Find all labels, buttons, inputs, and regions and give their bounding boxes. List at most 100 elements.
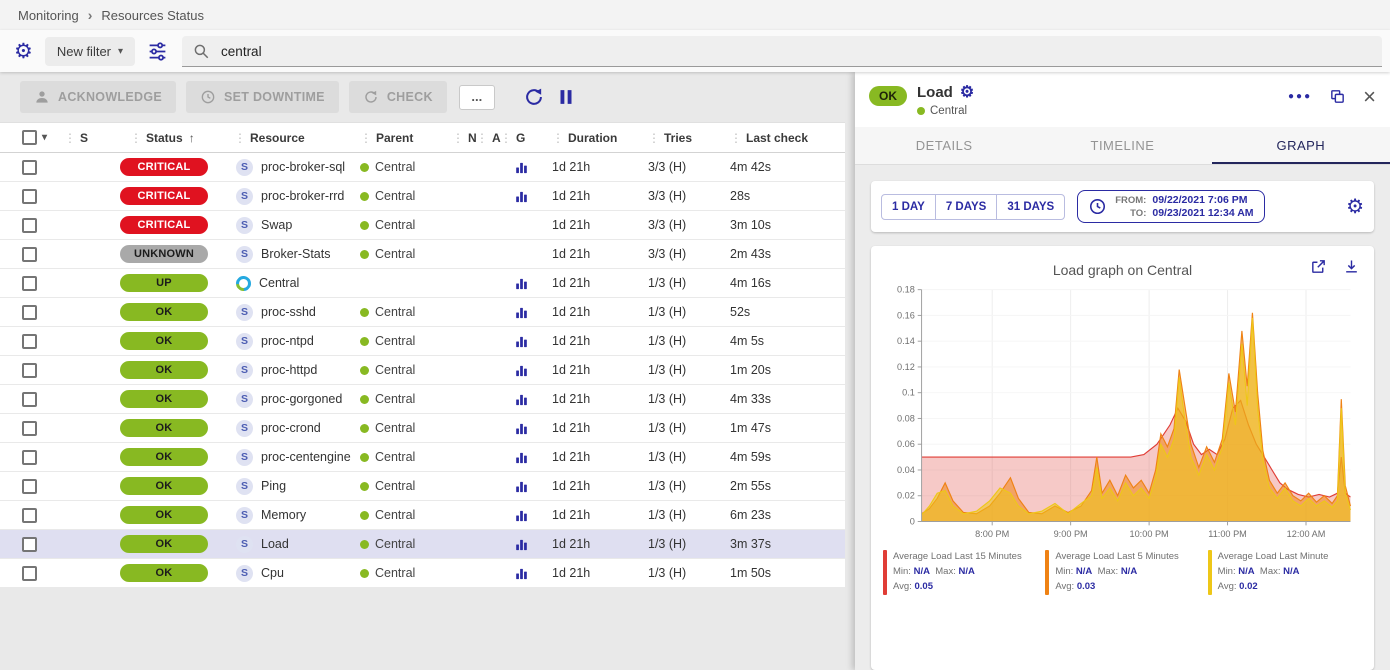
breadcrumb-monitoring[interactable]: Monitoring — [18, 7, 79, 23]
column-header-tries[interactable]: ⋮ Tries — [648, 130, 693, 145]
resource-name[interactable]: proc-httpd — [261, 363, 318, 377]
table-row[interactable]: OK S Memory Central 1d 21h 1/3 (H) 6m 23s — [0, 501, 845, 530]
column-header-status[interactable]: ⋮ Status ↑ — [130, 130, 195, 145]
graph-icon[interactable] — [514, 537, 529, 552]
parent-cell[interactable]: Central — [360, 160, 452, 174]
graph-icon[interactable] — [514, 334, 529, 349]
column-header-severity[interactable]: ⋮ S — [64, 130, 89, 145]
row-checkbox[interactable] — [22, 333, 37, 349]
open-in-new-icon[interactable] — [1310, 258, 1327, 275]
column-header-graph[interactable]: ⋮ G — [500, 130, 526, 145]
column-header-duration[interactable]: ⋮ Duration — [552, 130, 618, 145]
resource-name[interactable]: proc-gorgoned — [261, 392, 343, 406]
tab-graph[interactable]: GRAPH — [1211, 127, 1390, 164]
check-button[interactable]: CHECK — [348, 81, 447, 113]
graph-icon[interactable] — [514, 305, 529, 320]
graph-icon[interactable] — [514, 276, 529, 291]
download-icon[interactable] — [1343, 258, 1360, 275]
resource-cell[interactable]: S Cpu — [228, 564, 360, 582]
parent-cell[interactable]: Central — [360, 392, 452, 406]
tab-details[interactable]: DETAILS — [915, 138, 973, 153]
new-filter-button[interactable]: New filter ▾ — [44, 36, 136, 66]
tune-filter-icon[interactable] — [147, 41, 168, 62]
resource-name[interactable]: Swap — [261, 218, 293, 232]
row-checkbox[interactable] — [22, 536, 37, 552]
from-value[interactable]: 09/22/2021 7:06 PM — [1152, 194, 1248, 206]
graph-icon[interactable] — [514, 421, 529, 436]
resource-name[interactable]: proc-sshd — [261, 305, 316, 319]
parent-cell[interactable]: Central — [360, 218, 452, 232]
row-checkbox[interactable] — [22, 362, 37, 378]
resource-name[interactable]: Broker-Stats — [261, 247, 331, 261]
breadcrumb-resources-status[interactable]: Resources Status — [101, 7, 204, 23]
parent-cell[interactable]: Central — [360, 537, 452, 551]
table-row[interactable]: UP Central 1d 21h 1/3 (H) 4m 16s — [0, 269, 845, 298]
parent-cell[interactable]: Central — [360, 450, 452, 464]
resource-cell[interactable]: Central — [228, 272, 360, 294]
close-panel-icon[interactable]: × — [1363, 84, 1376, 109]
graph-icon[interactable] — [514, 189, 529, 204]
parent-cell[interactable]: Central — [360, 305, 452, 319]
graph-settings-gear-icon[interactable]: ⚙ — [1346, 195, 1364, 218]
graph-icon[interactable] — [514, 160, 529, 175]
refresh-button[interactable] — [523, 86, 545, 108]
row-checkbox[interactable] — [22, 217, 37, 233]
resource-name[interactable]: proc-broker-sql — [261, 160, 346, 174]
row-checkbox[interactable] — [22, 159, 37, 175]
resource-name[interactable]: proc-ntpd — [261, 334, 314, 348]
row-checkbox[interactable] — [22, 391, 37, 407]
to-value[interactable]: 09/23/2021 12:34 AM — [1152, 207, 1254, 219]
table-row[interactable]: OK S Cpu Central 1d 21h 1/3 (H) 1m 50s — [0, 559, 845, 588]
parent-cell[interactable]: Central — [360, 566, 452, 580]
graph-icon[interactable] — [514, 392, 529, 407]
resource-name[interactable]: Cpu — [261, 566, 284, 580]
resource-cell[interactable]: S Memory — [228, 506, 360, 524]
graph-icon[interactable] — [514, 508, 529, 523]
column-header-action[interactable]: ⋮ A — [476, 130, 501, 145]
acknowledge-button[interactable]: ACKNOWLEDGE — [20, 81, 176, 113]
row-checkbox[interactable] — [22, 420, 37, 436]
copy-link-icon[interactable] — [1329, 88, 1346, 105]
column-header-parent[interactable]: ⋮ Parent — [360, 130, 414, 145]
graph-icon[interactable] — [514, 566, 529, 581]
table-row[interactable]: OK S Ping Central 1d 21h 1/3 (H) 2m 55s — [0, 472, 845, 501]
time-range-button[interactable]: 7 DAYS — [934, 193, 998, 220]
pause-autorefresh-button[interactable] — [555, 86, 577, 108]
panel-more-icon[interactable]: ●●● — [1288, 91, 1313, 103]
parent-cell[interactable]: Central — [360, 189, 452, 203]
parent-cell[interactable]: Central — [360, 334, 452, 348]
resource-name[interactable]: Ping — [261, 479, 287, 493]
row-checkbox[interactable] — [22, 565, 37, 581]
column-header-last-check[interactable]: ⋮ Last check — [730, 130, 809, 145]
parent-cell[interactable]: Central — [360, 247, 452, 261]
parent-cell[interactable]: Central — [360, 421, 452, 435]
graph-icon[interactable] — [514, 479, 529, 494]
tab-timeline[interactable]: TIMELINE — [1090, 138, 1155, 153]
resource-settings-gear-icon[interactable]: ⚙ — [959, 83, 975, 101]
row-checkbox[interactable] — [22, 304, 37, 320]
resource-name[interactable]: proc-broker-rrd — [261, 189, 345, 203]
resource-name[interactable]: Load — [261, 537, 289, 551]
row-checkbox[interactable] — [22, 478, 37, 494]
select-all-checkbox[interactable] — [22, 130, 37, 145]
column-header-notes[interactable]: ⋮ N — [452, 130, 477, 145]
row-checkbox[interactable] — [22, 275, 37, 291]
graph-icon[interactable] — [514, 363, 529, 378]
date-range-picker[interactable]: FROM: 09/22/2021 7:06 PM TO: 09/23/2021 … — [1077, 190, 1265, 223]
time-range-button[interactable]: 31 DAYS — [996, 193, 1066, 220]
set-downtime-button[interactable]: SET DOWNTIME — [186, 81, 339, 113]
column-header-resource[interactable]: ⋮ Resource — [234, 130, 305, 145]
